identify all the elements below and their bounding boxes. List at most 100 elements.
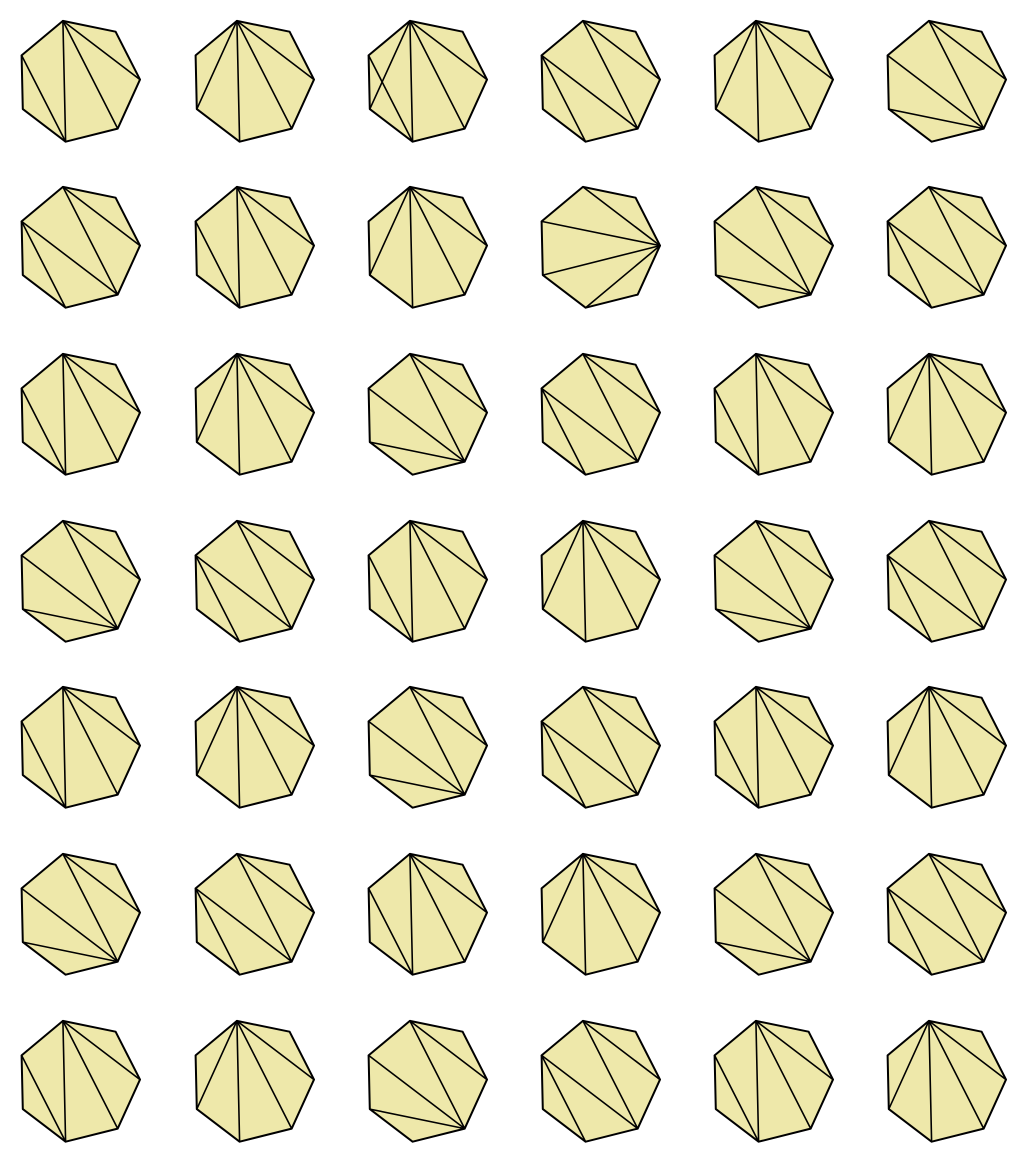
diagonal-line [887, 353, 930, 443]
diagonal-line [62, 686, 119, 796]
diagonal-line [196, 686, 238, 776]
diagonal-line [886, 887, 933, 976]
diagonal-line [886, 887, 985, 963]
diagonal-line [20, 554, 119, 630]
heptagon-tile [713, 519, 834, 643]
diagonal-line [928, 20, 1007, 81]
diagonal-line [584, 244, 661, 309]
diagonal-line [194, 887, 293, 963]
diagonal-line [713, 887, 812, 963]
diagonal-line [62, 1020, 67, 1143]
heptagon-tile [886, 852, 1007, 976]
heptagon-face [367, 1019, 488, 1143]
heptagon-tile [194, 519, 315, 643]
diagonal-line [368, 774, 466, 796]
heptagon-face [713, 852, 834, 976]
diagonal-line [367, 54, 414, 143]
diagonal-line [755, 20, 834, 81]
diagonal-line [21, 941, 119, 963]
heptagon-face [367, 185, 488, 309]
diagonal-line [194, 220, 241, 309]
diagonal-line [409, 1020, 488, 1081]
heptagon-face [367, 685, 488, 809]
heptagon-face [886, 685, 1007, 809]
heptagon-face [194, 852, 315, 976]
heptagon-face [540, 685, 661, 809]
heptagon-tile [886, 1019, 1007, 1143]
diagonal-line [194, 554, 241, 643]
diagonal-line [540, 720, 587, 809]
diagonal-line [236, 520, 315, 581]
heptagon-face [194, 185, 315, 309]
diagonal-line [928, 20, 985, 130]
diagonal-line [928, 353, 1007, 414]
heptagon-face [194, 1019, 315, 1143]
heptagon-tile [713, 852, 834, 976]
diagonal-line [886, 554, 933, 643]
diagonal-line [236, 520, 293, 630]
diagonal-line [755, 853, 812, 963]
heptagon-face [886, 852, 1007, 976]
diagonal-line [755, 686, 812, 796]
diagonal-line [582, 853, 587, 976]
diagonal-line [236, 1020, 315, 1081]
diagonal-line [409, 686, 466, 796]
diagonal-line [755, 853, 834, 914]
heptagon-tile [367, 519, 488, 643]
heptagon-face [540, 185, 661, 309]
diagonal-line [194, 554, 293, 630]
diagonal-line [409, 20, 414, 143]
diagonal-line [714, 608, 812, 630]
diagonal-line [62, 20, 67, 143]
diagonal-line [236, 1020, 241, 1143]
diagonal-line [928, 1020, 985, 1130]
diagonal-line [62, 686, 141, 747]
heptagon-tile [20, 185, 141, 309]
diagonal-line [582, 186, 661, 247]
diagonal-line [755, 353, 812, 463]
diagonal-line [236, 686, 315, 747]
diagonal-line [713, 387, 760, 476]
heptagon-face [367, 19, 488, 143]
diagonal-line [887, 108, 985, 130]
heptagon-face [713, 352, 834, 476]
diagonal-line [62, 520, 141, 581]
diagonal-line [755, 353, 834, 414]
heptagon-face [367, 519, 488, 643]
heptagon-face [20, 19, 141, 143]
heptagon-tile [367, 1019, 488, 1143]
diagonal-line [409, 186, 488, 247]
heptagon-face [20, 352, 141, 476]
diagonal-line [582, 1020, 661, 1081]
diagonal-line [20, 54, 67, 143]
heptagon-face [194, 685, 315, 809]
heptagon-tile [194, 685, 315, 809]
diagonal-line [236, 1020, 293, 1130]
heptagon-face [20, 1019, 141, 1143]
diagonal-line [409, 353, 466, 463]
diagonal-line [21, 608, 119, 630]
diagonal-line [194, 887, 241, 976]
diagonal-line [236, 853, 315, 914]
heptagon-face [194, 19, 315, 143]
heptagon-tile [194, 185, 315, 309]
diagonal-line [887, 686, 930, 776]
heptagon-face [540, 852, 661, 976]
diagonal-line [928, 686, 985, 796]
diagonal-line [236, 20, 293, 130]
heptagon-tile [540, 185, 661, 309]
heptagon-face [886, 19, 1007, 143]
heptagon-tile [194, 1019, 315, 1143]
diagonal-line [368, 1108, 466, 1130]
heptagon-tile [886, 352, 1007, 476]
diagonal-line [409, 520, 466, 630]
heptagon-face [886, 1019, 1007, 1143]
heptagon-face [20, 852, 141, 976]
heptagon-face [367, 852, 488, 976]
diagonal-line [62, 186, 141, 247]
diagonal-line [755, 686, 834, 747]
diagonal-line [928, 853, 1007, 914]
diagonal-line [62, 20, 119, 130]
diagonal-line [755, 353, 760, 476]
